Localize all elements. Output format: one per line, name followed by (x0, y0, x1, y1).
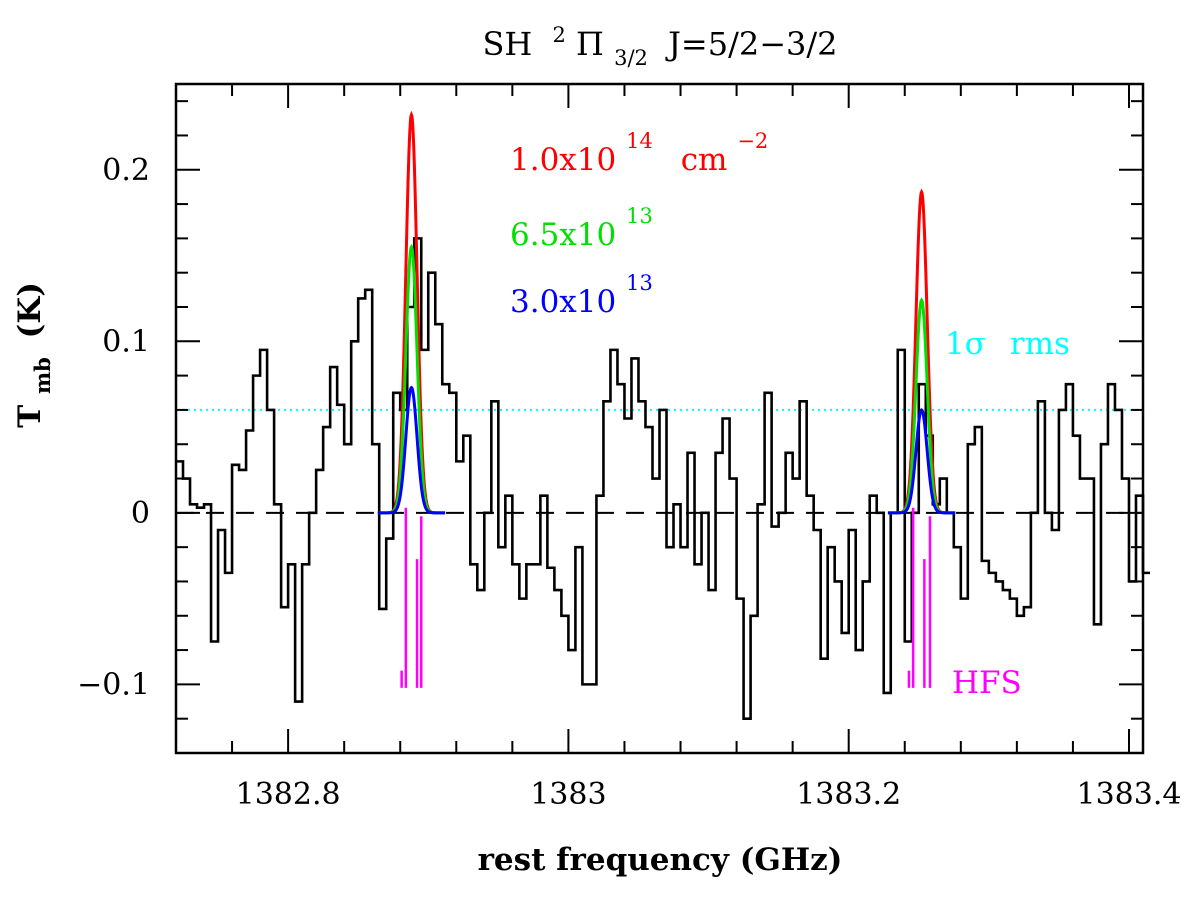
y-axis-title-main: T (12, 405, 48, 428)
title-term: Π (576, 25, 604, 63)
x-axis-title: rest frequency (GHz) (478, 842, 843, 878)
rms-text: rms (1010, 326, 1070, 362)
plot-area: 1382.8 1383 1383.2 1383.4 −0.1 0 0.1 0.2 (77, 82, 1181, 812)
x-tick-label-1: 1383 (530, 777, 606, 812)
y-axis-title: T mb (K) (12, 282, 58, 428)
rms-label: 1σ rms (945, 326, 1070, 362)
rms-sigma: 1σ (945, 326, 986, 362)
title-term-sup: 2 (552, 23, 565, 47)
legend-red-unit: cm (681, 142, 728, 178)
legend-entry-blue: 3.0x10 13 (510, 271, 653, 320)
title-species: SH (482, 25, 532, 63)
legend-red-unit-exp: −2 (737, 129, 768, 153)
y-tick-label-1: 0 (131, 496, 150, 531)
legend-blue-exp: 13 (626, 271, 653, 295)
chart-title: SH 2 Π 3/2 J=5/2−3/2 (482, 12, 837, 73)
legend-red-mantissa: 1.0x10 (510, 142, 616, 178)
y-tick-label-2: 0.1 (102, 324, 150, 359)
legend-red-exp: 14 (626, 129, 653, 153)
y-axis-title-unit: (K) (12, 282, 48, 338)
observed-spectrum (176, 237, 1151, 720)
legend-entry-red: 1.0x10 14 cm −2 (510, 120, 768, 178)
legend-entry-green: 6.5x10 13 (510, 204, 653, 253)
model-line-series-2-peak-0 (377, 385, 446, 515)
legend-green-mantissa: 6.5x10 (510, 217, 616, 253)
hfs-label: HFS (952, 665, 1022, 701)
y-axis-title-sub: mb (30, 357, 55, 394)
y-tick-label-0: −0.1 (77, 667, 150, 702)
plot-frame (174, 82, 1145, 755)
x-tick-label-3: 1383.4 (1076, 777, 1181, 812)
y-tick-label-3: 0.2 (102, 153, 150, 188)
x-tick-label-0: 1382.8 (236, 777, 341, 812)
title-transition: J=5/2−3/2 (665, 25, 837, 63)
title-term-sub: 3/2 (614, 46, 648, 70)
legend-blue-mantissa: 3.0x10 (510, 284, 616, 320)
x-tick-label-2: 1383.2 (796, 777, 901, 812)
model-line-series-2-peak-1 (887, 408, 956, 515)
legend-green-exp: 13 (626, 204, 653, 228)
